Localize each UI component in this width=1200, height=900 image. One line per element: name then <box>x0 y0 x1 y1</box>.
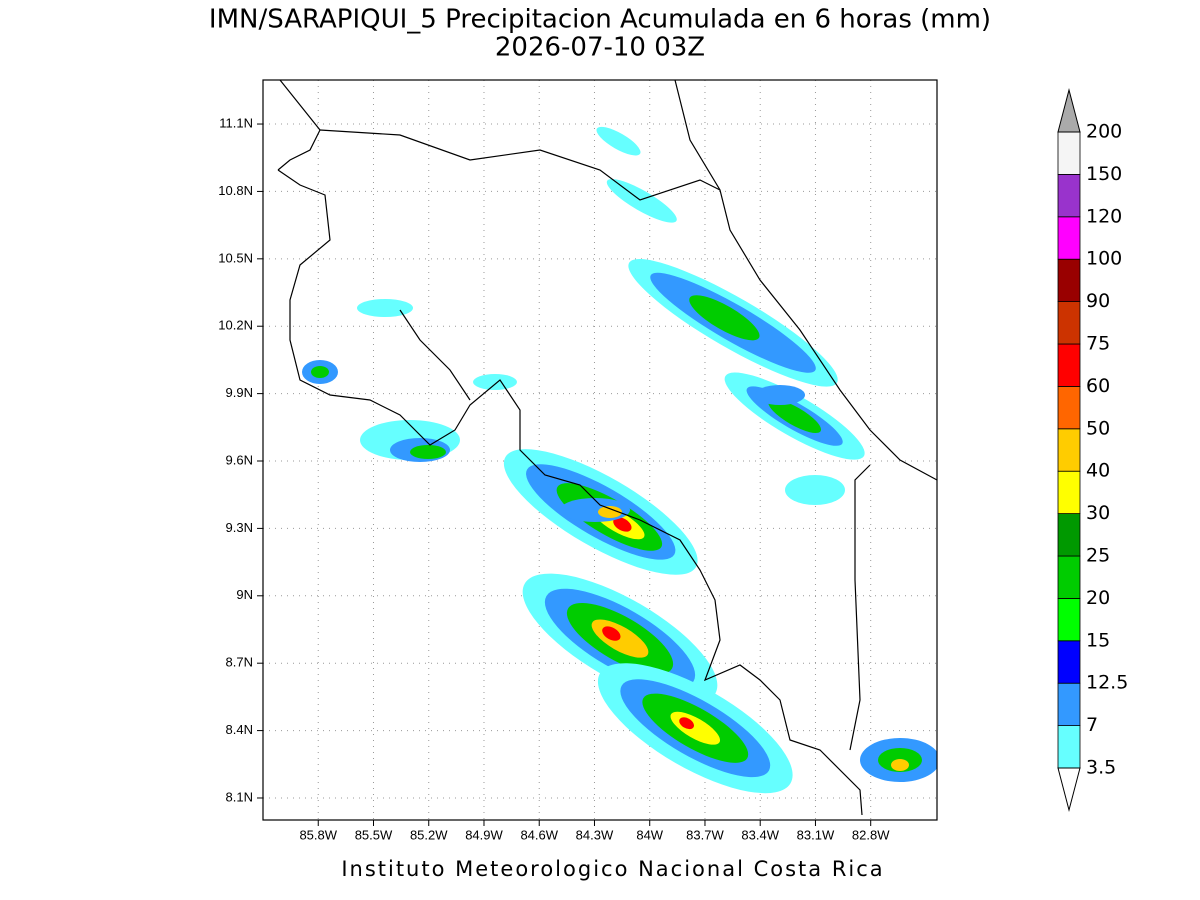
colorbar-segment <box>1057 343 1081 387</box>
colorbar-label: 120 <box>1086 205 1122 227</box>
y-tick-label: 9.3N <box>226 520 253 535</box>
colorbar-segment <box>1057 301 1081 345</box>
subtitle: 2026-07-10 03Z <box>495 33 705 63</box>
colorbar-label: 40 <box>1086 460 1110 482</box>
x-tick-label: 84.6W <box>520 827 558 842</box>
colorbar-label: 30 <box>1086 502 1110 524</box>
x-tick-label: 84.9W <box>465 827 503 842</box>
colorbar-segment <box>1057 555 1081 599</box>
colorbar-label: 12.5 <box>1086 672 1128 694</box>
x-tick-label: 83.7W <box>686 827 724 842</box>
colorbar-label: 90 <box>1086 290 1110 312</box>
colorbar-label: 60 <box>1086 375 1110 397</box>
precipitation <box>302 126 937 794</box>
colorbar-segment <box>1057 513 1081 557</box>
colorbar-label: 7 <box>1086 714 1098 736</box>
y-tick-label: 8.1N <box>226 789 253 804</box>
colorbar-label: 20 <box>1086 587 1110 609</box>
colorbar-segment <box>1057 428 1081 472</box>
colorbar-segment <box>1057 385 1081 430</box>
colorbar-segment <box>1057 131 1081 175</box>
colorbar-label: 50 <box>1086 417 1110 439</box>
colorbar-label: 25 <box>1086 545 1110 567</box>
colorbar-segment <box>1057 470 1081 515</box>
colorbar-label: 200 <box>1086 121 1122 143</box>
title: IMN/SARAPIQUI_5 Precipitacion Acumulada … <box>209 5 991 35</box>
colorbar-label: 15 <box>1086 629 1110 651</box>
colorbar-segment <box>1057 216 1081 260</box>
y-tick-label: 8.7N <box>226 655 253 670</box>
x-tick-label: 84.3W <box>576 827 614 842</box>
y-tick-label: 10.8N <box>218 183 253 198</box>
y-tick-label: 10.2N <box>218 318 253 333</box>
x-tick-label: 85.5W <box>355 827 393 842</box>
colorbar-under <box>1057 767 1081 812</box>
coastline <box>277 79 938 816</box>
colorbar-label: 75 <box>1086 333 1110 355</box>
y-tick-label: 8.4N <box>226 722 253 737</box>
colorbar-segment <box>1057 598 1081 642</box>
colorbar-segment <box>1057 640 1081 684</box>
colorbar-segment <box>1057 173 1081 218</box>
map-frame <box>262 79 938 821</box>
colorbar-segment <box>1057 258 1081 303</box>
x-tick-label: 84W <box>636 827 663 842</box>
footer: Instituto Meteorologico Nacional Costa R… <box>341 857 884 881</box>
colorbar-over <box>1057 88 1081 133</box>
y-tick-label: 9.6N <box>226 452 253 467</box>
y-tick-label: 10.5N <box>218 250 253 265</box>
colorbar: 3.5 7 12.5 15 20 25 30 40 50 60 75 90 100 120 150 200 <box>1057 88 1128 812</box>
x-tick-label: 85.8W <box>299 827 337 842</box>
axis-ticks: 85.8W 85.5W 85.2W 84.9W 84.6W 84.3W 84W 83.7W 83… <box>218 115 890 842</box>
colorbar-segment <box>1057 682 1081 727</box>
colorbar-label: 3.5 <box>1086 757 1116 779</box>
y-tick-label: 9N <box>236 587 253 602</box>
colorbar-segment <box>1057 725 1081 769</box>
y-tick-label: 9.9N <box>226 385 253 400</box>
y-tick-label: 11.1N <box>219 115 253 130</box>
colorbar-label: 100 <box>1086 248 1122 270</box>
x-tick-label: 85.2W <box>410 827 448 842</box>
x-tick-label: 82.8W <box>852 827 890 842</box>
x-tick-label: 83.1W <box>797 827 835 842</box>
colorbar-label: 150 <box>1086 163 1122 185</box>
x-tick-label: 83.4W <box>741 827 779 842</box>
